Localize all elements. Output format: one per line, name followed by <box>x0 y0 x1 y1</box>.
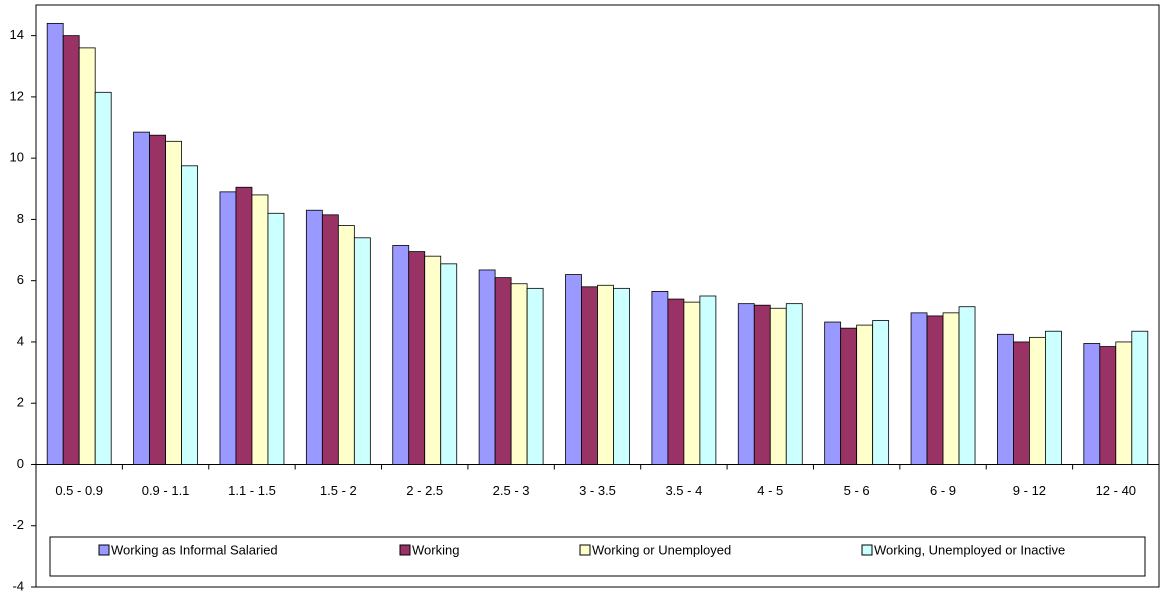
y-tick-label: 14 <box>10 27 24 42</box>
bar <box>235 186 253 465</box>
x-tick-label: 6 - 9 <box>930 483 956 498</box>
bar <box>926 315 944 465</box>
bar <box>165 140 182 465</box>
x-tick-label: 4 - 5 <box>757 483 783 498</box>
legend-label: Working as Informal Salaried <box>111 542 278 557</box>
bar <box>408 251 426 465</box>
bar <box>613 287 630 465</box>
bar <box>651 291 669 465</box>
bar <box>699 295 717 465</box>
bar <box>856 324 874 465</box>
bar <box>133 131 150 465</box>
y-tick-label: 6 <box>17 272 24 287</box>
x-tick-label: 5 - 6 <box>844 483 870 498</box>
legend-swatch <box>98 544 110 556</box>
x-tick-label: 2.5 - 3 <box>493 483 530 498</box>
bar <box>440 263 458 465</box>
y-tick-label: -4 <box>12 578 24 593</box>
bar <box>494 277 512 465</box>
bar <box>181 165 198 465</box>
y-tick-label: -2 <box>12 517 24 532</box>
y-tick-label: 12 <box>10 88 24 103</box>
bar <box>872 320 890 465</box>
bar <box>1099 346 1117 465</box>
bar <box>149 134 166 465</box>
bar <box>1115 341 1133 465</box>
bar <box>737 303 755 465</box>
x-tick-label: 0.5 - 0.9 <box>55 483 103 498</box>
bar <box>581 286 598 465</box>
bar <box>62 35 80 465</box>
bar <box>424 255 442 465</box>
x-tick-label: 1.1 - 1.5 <box>228 483 276 498</box>
bar <box>392 245 410 465</box>
bar <box>219 191 237 465</box>
bar <box>478 269 496 465</box>
y-tick-label: 0 <box>17 456 24 471</box>
legend-box <box>49 536 1146 577</box>
bar <box>565 274 582 465</box>
x-tick-label: 12 - 40 <box>1096 483 1136 498</box>
bar <box>46 22 64 465</box>
bar <box>910 312 928 465</box>
bar <box>321 214 339 465</box>
x-tick-label: 9 - 12 <box>1013 483 1046 498</box>
bar <box>267 212 285 465</box>
bar <box>958 306 976 465</box>
bar <box>840 327 858 465</box>
bar <box>942 312 960 465</box>
bar <box>667 298 685 465</box>
legend-swatch <box>861 544 873 556</box>
bar <box>94 91 112 465</box>
bar <box>78 47 96 465</box>
bar <box>683 301 701 465</box>
bar <box>251 194 269 465</box>
bar <box>337 225 355 465</box>
x-tick-label: 3.5 - 4 <box>665 483 702 498</box>
bar <box>1029 336 1046 465</box>
bar <box>824 321 842 465</box>
bar <box>1131 330 1149 465</box>
legend-label: Working or Unemployed <box>592 542 731 557</box>
legend-label: Working <box>412 542 459 557</box>
legend-swatch <box>579 544 591 556</box>
bar <box>597 284 614 465</box>
x-tick-label: 1.5 - 2 <box>320 483 357 498</box>
bar <box>785 303 803 465</box>
legend-label: Working, Unemployed or Inactive <box>874 542 1065 557</box>
y-tick-label: 8 <box>17 211 24 226</box>
bar <box>353 237 371 465</box>
x-tick-label: 0.9 - 1.1 <box>142 483 190 498</box>
bar <box>1045 330 1062 465</box>
bar <box>510 283 528 465</box>
bar <box>305 209 323 465</box>
bar <box>997 333 1014 465</box>
bar <box>1013 341 1030 465</box>
y-tick-label: 4 <box>17 333 24 348</box>
bar <box>1083 343 1101 465</box>
y-tick-label: 2 <box>17 395 24 410</box>
y-tick-label: 10 <box>10 150 24 165</box>
legend-swatch <box>399 544 411 556</box>
bar <box>526 287 544 465</box>
x-tick-label: 3 - 3.5 <box>579 483 616 498</box>
bar <box>753 304 771 465</box>
x-tick-label: 2 - 2.5 <box>406 483 443 498</box>
bar <box>769 307 787 465</box>
plot-frame <box>35 4 1160 588</box>
